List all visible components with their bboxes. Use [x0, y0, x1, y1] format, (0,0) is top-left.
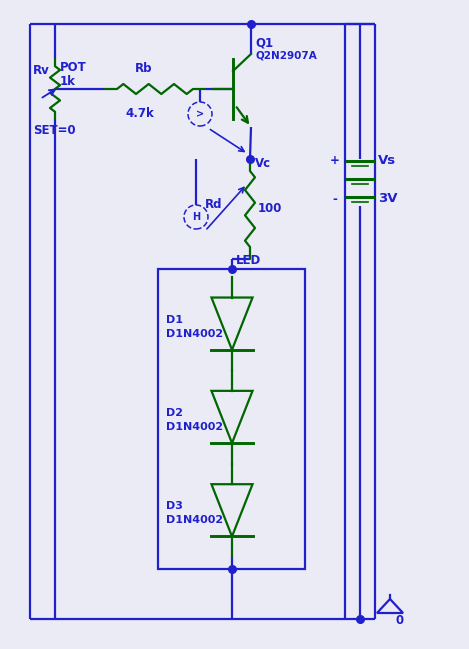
Text: 100: 100: [258, 202, 282, 215]
Text: Vc: Vc: [255, 157, 271, 170]
Text: 3V: 3V: [378, 193, 398, 206]
Text: POT: POT: [60, 61, 87, 74]
Text: D1N4002: D1N4002: [166, 422, 223, 432]
Text: Rv: Rv: [33, 64, 50, 77]
Text: D3: D3: [166, 501, 183, 511]
Text: D1N4002: D1N4002: [166, 328, 223, 339]
Text: H: H: [192, 212, 200, 222]
Text: +: +: [330, 154, 340, 167]
Text: D1N4002: D1N4002: [166, 515, 223, 525]
Text: -: -: [333, 193, 337, 206]
Text: Rb: Rb: [135, 62, 152, 75]
Text: LED: LED: [236, 254, 261, 267]
Text: SET=0: SET=0: [33, 124, 76, 137]
Text: 0: 0: [395, 615, 403, 628]
Text: 1k: 1k: [60, 75, 76, 88]
Text: Q2N2907A: Q2N2907A: [255, 50, 317, 60]
Text: D1: D1: [166, 315, 183, 324]
Text: Rd: Rd: [205, 197, 222, 210]
Text: >: >: [196, 109, 204, 119]
Text: D2: D2: [166, 408, 183, 418]
Bar: [158, 269, 305, 569]
Text: Q1: Q1: [255, 36, 273, 49]
Text: 4.7k: 4.7k: [125, 107, 154, 120]
Text: Vs: Vs: [378, 154, 396, 167]
